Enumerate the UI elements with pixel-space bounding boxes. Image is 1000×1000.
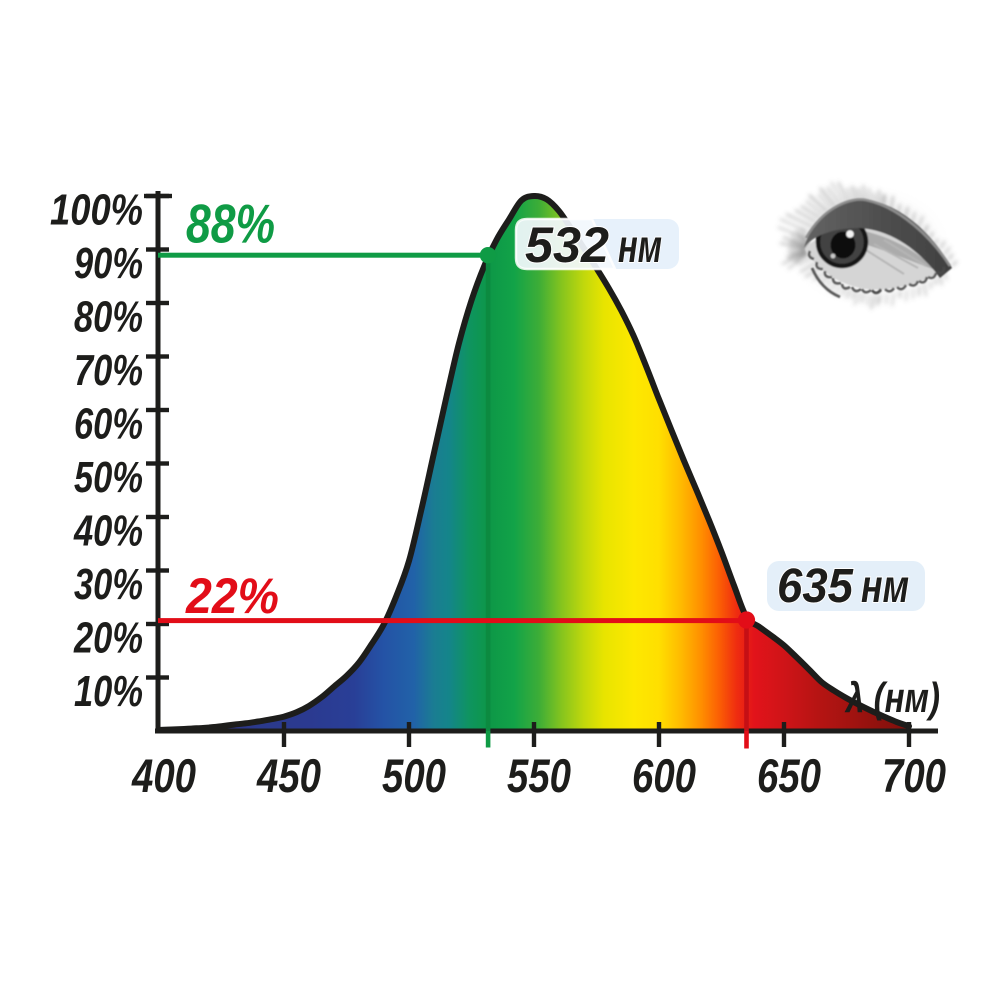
- svg-text:90%: 90%: [74, 239, 143, 288]
- svg-text:60%: 60%: [74, 400, 143, 449]
- svg-text:450: 450: [256, 749, 321, 802]
- svg-text:635: 635: [777, 560, 854, 613]
- svg-text:20%: 20%: [73, 614, 143, 663]
- svg-text:нм: нм: [618, 220, 662, 272]
- svg-text:550: 550: [507, 749, 571, 802]
- svg-text:600: 600: [632, 749, 696, 802]
- svg-text:500: 500: [382, 749, 446, 802]
- svg-text:532: 532: [525, 217, 609, 273]
- svg-text:400: 400: [131, 749, 196, 802]
- svg-text:30%: 30%: [74, 560, 143, 609]
- svg-text:50%: 50%: [74, 453, 143, 502]
- svg-text:100%: 100%: [50, 186, 143, 235]
- svg-text:88%: 88%: [186, 193, 275, 255]
- svg-text:22%: 22%: [185, 568, 279, 624]
- svg-text:нм: нм: [861, 560, 909, 612]
- svg-text:700: 700: [882, 749, 946, 802]
- svg-text:λ (нм): λ (нм): [844, 674, 940, 721]
- svg-text:80%: 80%: [74, 293, 143, 342]
- svg-text:650: 650: [757, 749, 821, 802]
- svg-text:10%: 10%: [74, 667, 143, 716]
- svg-text:40%: 40%: [73, 507, 143, 556]
- svg-text:70%: 70%: [74, 346, 143, 395]
